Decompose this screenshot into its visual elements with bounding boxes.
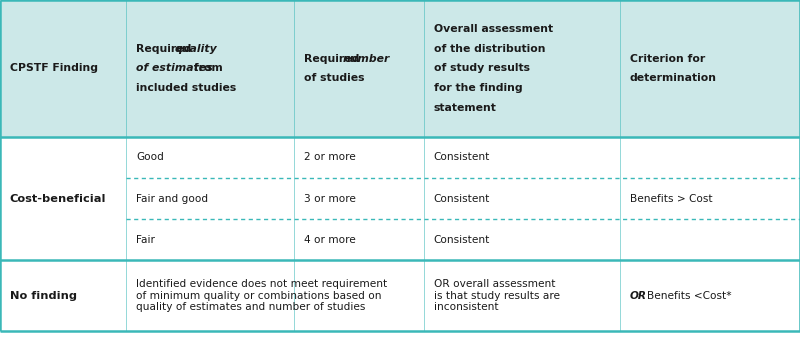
Bar (0, 0, 800, 137)
Text: Fair: Fair (136, 235, 155, 245)
Text: OR: OR (630, 291, 646, 301)
Text: CPSTF Finding: CPSTF Finding (10, 64, 98, 73)
Text: Required: Required (136, 44, 195, 54)
Text: Benefits <Cost*: Benefits <Cost* (647, 291, 732, 301)
Text: 4 or more: 4 or more (304, 235, 356, 245)
Text: Consistent: Consistent (434, 152, 490, 163)
Text: Required: Required (304, 54, 363, 64)
Text: Consistent: Consistent (434, 235, 490, 245)
Text: determination: determination (630, 73, 717, 83)
Text: Good: Good (136, 152, 164, 163)
Text: Fair and good: Fair and good (136, 194, 208, 203)
Text: No finding: No finding (10, 291, 77, 301)
Text: of studies: of studies (304, 73, 365, 83)
Text: of estimates: of estimates (136, 64, 213, 73)
Text: of the distribution: of the distribution (434, 44, 545, 54)
Text: number: number (342, 54, 390, 64)
Text: for the finding: for the finding (434, 83, 522, 93)
Text: quality: quality (174, 44, 217, 54)
Text: Consistent: Consistent (434, 194, 490, 203)
Text: Benefits > Cost: Benefits > Cost (630, 194, 712, 203)
Text: statement: statement (434, 103, 497, 113)
Text: of study results: of study results (434, 64, 530, 73)
Text: Identified evidence does not meet requirement
of minimum quality or combinations: Identified evidence does not meet requir… (136, 279, 387, 312)
Text: Criterion for: Criterion for (630, 54, 705, 64)
Text: 2 or more: 2 or more (304, 152, 356, 163)
Text: included studies: included studies (136, 83, 236, 93)
Text: Cost-beneficial: Cost-beneficial (10, 194, 106, 203)
Text: OR overall assessment
is that study results are
inconsistent: OR overall assessment is that study resu… (434, 279, 560, 312)
Text: from: from (190, 64, 223, 73)
Text: Overall assessment: Overall assessment (434, 24, 553, 34)
Text: 3 or more: 3 or more (304, 194, 356, 203)
